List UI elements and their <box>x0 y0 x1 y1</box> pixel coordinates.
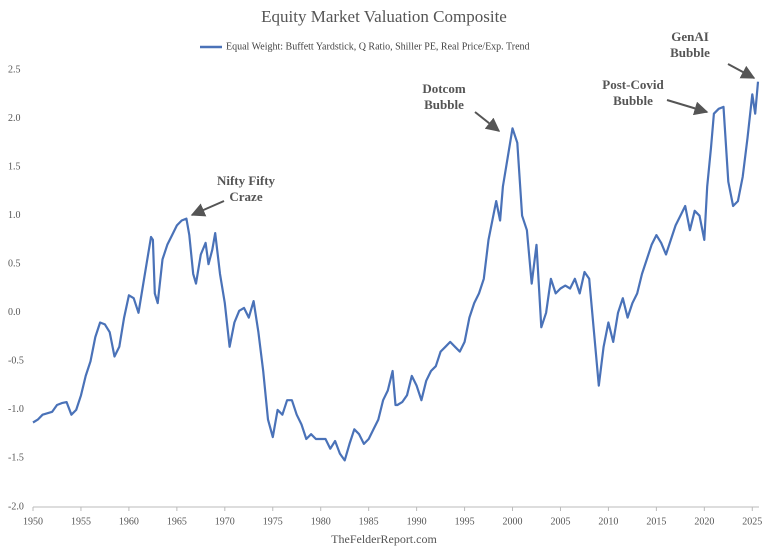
y-tick-label: 1.0 <box>8 210 21 221</box>
x-tick-label: 1975 <box>263 516 283 527</box>
annotation: Bubble <box>613 93 653 108</box>
x-tick-label: 1955 <box>71 516 91 527</box>
x-tick-label: 1960 <box>119 516 139 527</box>
annotation: Nifty Fifty <box>217 173 276 188</box>
x-tick-label: 1980 <box>311 516 331 527</box>
annotation: GenAI <box>671 29 709 44</box>
x-tick-label: 2020 <box>694 516 714 527</box>
y-tick-label: -1.5 <box>8 453 24 464</box>
annotation: Craze <box>229 189 262 204</box>
y-tick-label: 1.5 <box>8 161 21 172</box>
y-tick-label: -1.0 <box>8 404 24 415</box>
annotation: Dotcom <box>422 81 465 96</box>
y-tick-label: -2.0 <box>8 501 24 512</box>
chart-title: Equity Market Valuation Composite <box>261 7 507 26</box>
legend-label: Equal Weight: Buffett Yardstick, Q Ratio… <box>226 41 530 52</box>
x-tick-label: 1950 <box>23 516 43 527</box>
x-tick-label: 1965 <box>167 516 187 527</box>
x-tick-label: 2025 <box>742 516 762 527</box>
x-tick-label: 1985 <box>359 516 379 527</box>
x-tick-label: 2010 <box>598 516 618 527</box>
annotation-arrow <box>727 63 756 79</box>
annotation-arrow <box>190 200 225 217</box>
y-tick-label: 0.5 <box>8 259 21 270</box>
annotation-arrow <box>474 111 501 132</box>
y-tick-label: 2.0 <box>8 113 21 124</box>
y-tick-label: -0.5 <box>8 356 24 367</box>
y-tick-label: 0.0 <box>8 307 21 318</box>
x-tick-label: 2005 <box>550 516 570 527</box>
source: TheFelderReport.com <box>331 532 437 546</box>
x-tick-label: 1995 <box>455 516 475 527</box>
y-tick-label: 2.5 <box>8 64 21 75</box>
x-tick-label: 1990 <box>407 516 427 527</box>
annotation: Bubble <box>670 45 710 60</box>
x-tick-label: 1970 <box>215 516 235 527</box>
annotation-arrow <box>666 99 709 116</box>
x-tick-label: 2000 <box>503 516 523 527</box>
x-tick-label: 2015 <box>646 516 666 527</box>
series-line <box>32 81 760 462</box>
annotation: Post-Covid <box>602 77 664 92</box>
annotation: Bubble <box>424 97 464 112</box>
